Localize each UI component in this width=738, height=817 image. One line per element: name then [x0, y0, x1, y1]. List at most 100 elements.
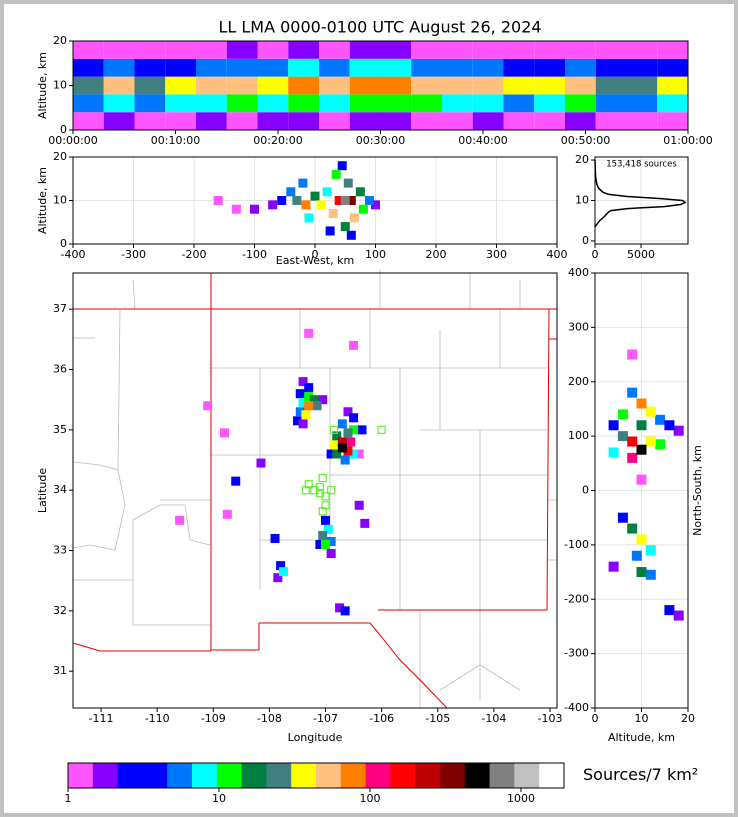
x-tick-label: 300: [486, 248, 507, 261]
x-tick-label: 00:00:00: [48, 134, 97, 147]
density-cell: [257, 94, 289, 113]
density-cell: [134, 41, 166, 59]
density-cell: [595, 76, 627, 95]
density-cell: [627, 452, 638, 463]
x-tick-label: 0: [592, 248, 599, 261]
x-tick-label: 400: [547, 248, 568, 261]
colorbar-swatch: [117, 763, 143, 788]
colorbar-swatch: [489, 763, 515, 788]
x-tick-label: 1000: [507, 792, 535, 805]
density-cell: [565, 76, 596, 95]
station: [301, 486, 310, 495]
density-cell: [268, 200, 278, 210]
station: [321, 501, 330, 510]
density-cell: [626, 94, 658, 113]
density-cell: [288, 112, 319, 130]
density-cell: [319, 76, 350, 95]
density-cell: [328, 209, 338, 219]
density-cell: [318, 395, 328, 405]
density-cell: [636, 474, 647, 485]
density-cell: [196, 94, 227, 113]
density-cell: [295, 407, 305, 417]
density-cell: [323, 524, 333, 534]
x-tick-label: -109: [201, 712, 226, 725]
y-tick-label: 36: [53, 363, 67, 376]
density-cell: [472, 112, 504, 130]
density-cell: [337, 419, 347, 429]
y-tick-label: 37: [53, 302, 67, 315]
density-cell: [304, 383, 314, 393]
density-cell: [442, 76, 473, 95]
y-tick-label: 35: [53, 423, 67, 436]
density-cell: [103, 76, 135, 95]
density-cell: [595, 58, 627, 77]
density-cell: [257, 76, 289, 95]
density-cell: [273, 573, 283, 583]
density-cell: [608, 420, 619, 431]
density-cell: [326, 549, 336, 559]
density-cell: [534, 41, 565, 59]
colorbar-swatch: [68, 763, 94, 788]
y-tick-label: 33: [53, 544, 67, 557]
density-cell: [472, 41, 504, 59]
y-tick-label: 0: [582, 484, 589, 497]
density-cell: [626, 112, 658, 130]
density-cell: [295, 389, 305, 399]
density-cell: [319, 58, 350, 77]
density-cell: [380, 76, 412, 95]
density-cell: [196, 76, 227, 95]
density-cell: [73, 94, 104, 113]
density-cell: [442, 112, 473, 130]
density-cell: [292, 196, 302, 205]
x-axis-label: Altitude, km: [608, 731, 675, 744]
colorbar-swatch: [316, 763, 342, 788]
y-tick-label: -200: [564, 592, 589, 605]
density-cell: [213, 196, 223, 205]
density-cell: [326, 449, 336, 459]
density-cell: [73, 76, 104, 95]
density-cell: [534, 76, 565, 95]
station: [315, 489, 325, 498]
density-cell: [565, 58, 596, 77]
x-tick-label: -100: [242, 248, 267, 261]
colorbar-swatch: [440, 763, 466, 788]
density-cell: [346, 437, 356, 447]
colorbar-swatch: [167, 763, 193, 788]
y-tick-label: -300: [564, 647, 589, 660]
y-tick-label: 0: [60, 123, 67, 136]
density-cell: [472, 58, 504, 77]
density-cell: [627, 387, 638, 398]
density-cell: [288, 94, 319, 113]
density-cell: [534, 94, 565, 113]
density-cell: [349, 41, 381, 59]
density-cell: [380, 112, 412, 130]
density-cell: [349, 425, 359, 435]
density-cell: [304, 392, 314, 402]
x-tick-label: 00:30:00: [356, 134, 405, 147]
y-tick-label: 20: [53, 34, 67, 47]
density-cell: [196, 112, 227, 130]
density-cell: [103, 112, 135, 130]
x-tick-label: 100: [365, 248, 386, 261]
density-cell: [343, 428, 353, 438]
density-cell: [657, 112, 688, 130]
density-cell: [298, 178, 308, 188]
x-tick-label: -108: [257, 712, 282, 725]
density-cell: [655, 414, 666, 425]
density-cell: [257, 41, 289, 59]
density-cell: [175, 515, 185, 525]
density-cell: [298, 398, 308, 408]
axes-frame: [67, 762, 565, 789]
density-cell: [565, 94, 596, 113]
density-cell: [134, 94, 166, 113]
density-cell: [134, 76, 166, 95]
colorbar-swatch: [390, 763, 416, 788]
density-cell: [309, 395, 319, 405]
density-cell: [411, 94, 442, 113]
density-cell: [196, 58, 227, 77]
density-cell: [346, 196, 356, 205]
x-tick-label: 00:40:00: [458, 134, 507, 147]
density-cell: [103, 41, 135, 59]
density-cell: [636, 420, 647, 431]
